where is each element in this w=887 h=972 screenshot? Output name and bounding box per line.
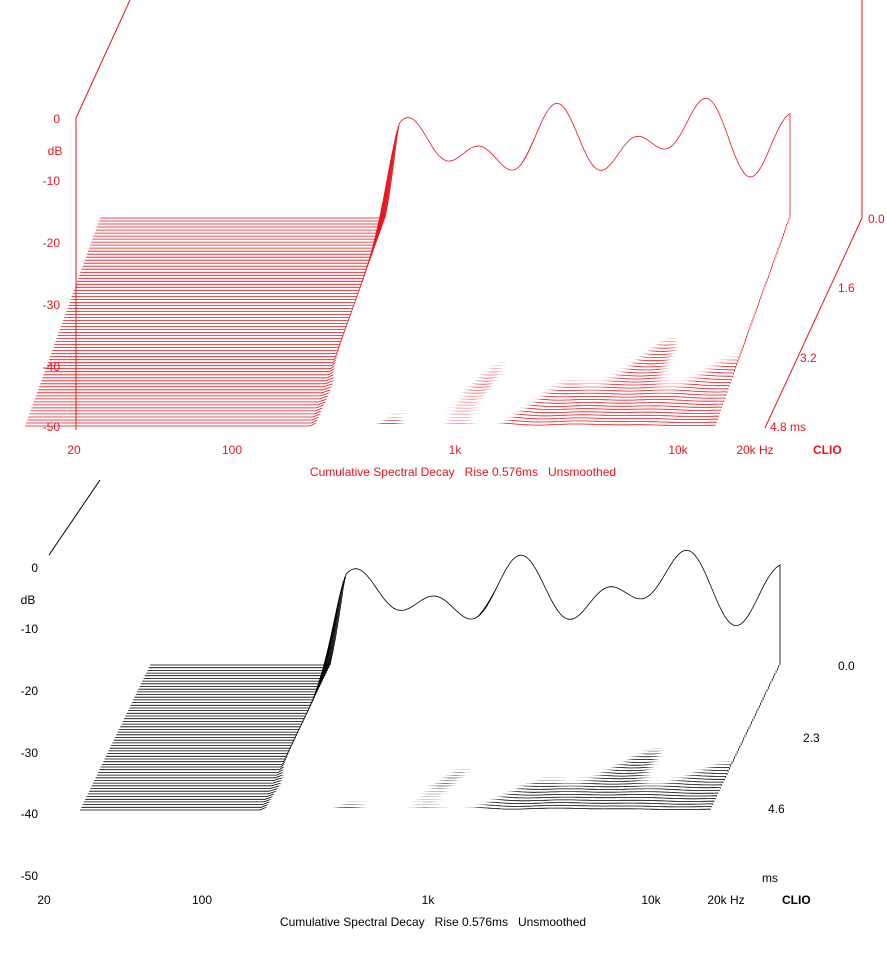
csd-plot-red: 0 dB -10 -20 -30 -40 -50 20 100 1k 10k 2… (25, 0, 885, 479)
perspective-edge (75, 0, 131, 119)
time-tick-label: 2.3 (803, 731, 820, 745)
y-tick-label: -50 (21, 869, 39, 883)
x-tick-label: 20k Hz (707, 893, 744, 907)
time-unit-label: ms (762, 871, 778, 885)
y-tick-label: -40 (43, 360, 61, 374)
x-tick-label: 10k (641, 893, 661, 907)
time-tick-label: 0.0 (838, 659, 855, 673)
decay-slices (80, 549, 781, 811)
x-tick-label: 20 (37, 893, 51, 907)
y-axis-label: dB (21, 593, 36, 607)
x-tick-label: 10k (668, 443, 688, 457)
x-tick-label: 1k (422, 893, 436, 907)
time-tick-label: 0.0 (868, 212, 885, 226)
csd-chart-red: 0 dB -10 -20 -30 -40 -50 20 100 1k 10k 2… (25, 0, 885, 479)
decay-slice (150, 549, 781, 666)
time-tick-label: 4.6 (768, 802, 785, 816)
brand-label: CLIO (782, 893, 811, 907)
csd-plot-black: 0 dB -10 -20 -30 -40 -50 20 100 1k 10k 2… (21, 479, 855, 929)
right-depth-edge (764, 217, 863, 429)
decay-slices (25, 97, 791, 427)
perspective-edge (48, 479, 101, 556)
csd-chart-black: 0 dB -10 -20 -30 -40 -50 20 100 1k 10k 2… (0, 479, 887, 967)
x-tick-label: 1k (449, 443, 463, 457)
decay-slice (100, 97, 791, 219)
y-tick-label: -10 (21, 622, 39, 636)
chart-title: Cumulative Spectral Decay Rise 0.576ms U… (310, 465, 616, 479)
time-tick-label: 1.6 (838, 281, 855, 295)
x-tick-label: 100 (192, 893, 212, 907)
x-tick-label: 100 (222, 443, 242, 457)
y-tick-label: -30 (21, 746, 39, 760)
y-tick-label: 0 (31, 561, 38, 575)
chart-title: Cumulative Spectral Decay Rise 0.576ms U… (280, 915, 586, 929)
time-tick-label: 3.2 (800, 351, 817, 365)
y-axis-label: dB (48, 144, 63, 158)
y-tick-label: -40 (21, 807, 39, 821)
y-tick-label: 0 (53, 112, 60, 126)
y-tick-label: -10 (43, 174, 61, 188)
x-tick-label: 20 (67, 443, 81, 457)
x-tick-label: 20k Hz (736, 443, 773, 457)
y-tick-label: -30 (43, 298, 61, 312)
y-tick-label: -20 (21, 684, 39, 698)
y-tick-label: -50 (43, 420, 61, 434)
y-tick-label: -20 (43, 236, 61, 250)
brand-label: CLIO (813, 443, 842, 457)
time-tick-label: 4.8 ms (770, 420, 806, 434)
